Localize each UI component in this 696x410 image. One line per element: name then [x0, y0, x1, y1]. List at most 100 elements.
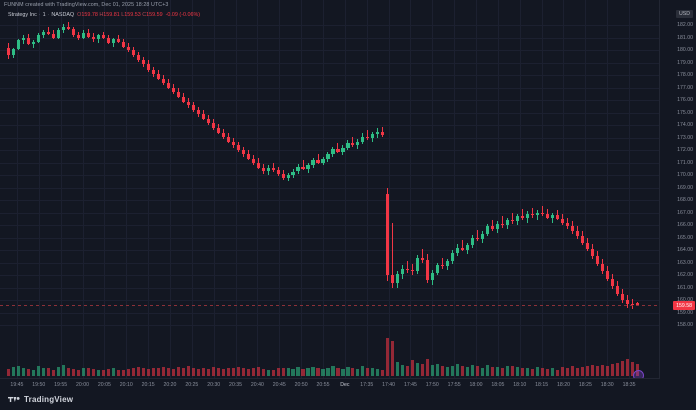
chart-grid [0, 0, 660, 378]
time-axis[interactable]: 19:45 19:50 19:55 20:00 20:05 20:10 20:15 20:20… [0, 378, 660, 392]
candle-body [191, 105, 195, 111]
price-axis-tick: 179.00 [677, 60, 693, 66]
candle-body [625, 300, 630, 304]
tradingview-brand[interactable]: TradingView [8, 395, 73, 404]
candle-body [236, 145, 240, 151]
candle-body [541, 212, 545, 214]
volume-bar [501, 368, 505, 376]
volume-bar [226, 367, 230, 376]
grid-line-vertical [39, 0, 40, 378]
candle-body [466, 245, 470, 251]
grid-line-horizontal [0, 138, 660, 139]
candle-body [101, 35, 105, 38]
candle-body [356, 141, 360, 146]
candle-body [586, 242, 590, 249]
time-axis-tick: 20:40 [250, 382, 264, 388]
candle-body [196, 110, 200, 115]
legend-sep-1: · [38, 12, 41, 18]
time-axis-tick: 20:55 [316, 382, 330, 388]
candle-wick [552, 212, 554, 223]
candle-body [11, 49, 16, 56]
volume-bar [496, 367, 500, 376]
grid-line-horizontal [0, 275, 660, 276]
candle-body [630, 303, 635, 306]
volume-bar [591, 364, 595, 376]
price-axis-tick: 174.00 [677, 122, 693, 128]
candle-body [56, 30, 60, 38]
candle-body [446, 261, 450, 267]
candle-body [176, 91, 180, 97]
grid-line-vertical [454, 0, 455, 378]
grid-line-horizontal [0, 125, 660, 126]
volume-bar [381, 369, 385, 376]
candle-body [501, 223, 505, 226]
volume-bar [521, 368, 525, 376]
candle-body [246, 154, 250, 160]
candle-body [221, 132, 225, 137]
volume-bar [291, 368, 295, 376]
time-axis-tick: 17:40 [382, 382, 396, 388]
price-axis-tick: 175.00 [677, 110, 693, 116]
volume-bar [91, 369, 95, 376]
candle-body [436, 265, 440, 273]
candle-wick [537, 210, 539, 221]
grid-line-vertical [607, 0, 608, 378]
grid-line-vertical [17, 0, 18, 378]
volume-bar [456, 364, 460, 376]
volume-bar [116, 369, 120, 376]
candle-body [546, 213, 550, 218]
grid-line-horizontal [0, 150, 660, 151]
volume-bar [266, 369, 270, 376]
candle-body [441, 265, 445, 267]
candle-body [166, 82, 170, 88]
symbol-legend[interactable]: Strategy Inc · 1 · NASDAQ O159.78 H159.81 L15… [8, 11, 200, 19]
candle-body [241, 150, 245, 155]
candle-body [416, 257, 420, 272]
grid-line-horizontal [0, 50, 660, 51]
volume-bar [121, 370, 125, 376]
price-axis-tick: 170.00 [677, 172, 693, 178]
candle-body [36, 35, 40, 42]
candle-body [31, 41, 35, 45]
price-axis-tick: 165.00 [677, 235, 693, 241]
price-axis-tick: 168.00 [677, 197, 693, 203]
grid-line-horizontal [0, 288, 660, 289]
candle-body [61, 26, 65, 31]
price-axis-tick: 182.00 [677, 22, 693, 28]
volume-bar [361, 366, 365, 376]
volume-bar [556, 369, 560, 376]
volume-bar [506, 366, 510, 376]
volume-bar [26, 369, 30, 376]
time-axis-tick: 20:20 [163, 382, 177, 388]
candle-body [461, 247, 465, 251]
volume-bar [586, 365, 590, 376]
candle-wick [367, 130, 369, 141]
volume-bar [6, 368, 11, 376]
time-axis-tick: 20:05 [97, 382, 111, 388]
volume-bar [276, 368, 280, 376]
candle-body [361, 136, 365, 142]
volume-bar [296, 367, 300, 376]
time-axis-tick: 18:30 [600, 382, 614, 388]
time-axis-tick: 20:00 [76, 382, 90, 388]
grid-line-vertical [104, 0, 105, 378]
grid-line-horizontal [0, 88, 660, 89]
volume-bar [451, 365, 455, 376]
candle-wick [67, 21, 69, 31]
chart-plot-area[interactable] [0, 0, 660, 378]
grid-line-vertical [367, 0, 368, 378]
price-axis[interactable]: USD 182.00 181.00 180.00 179.00 178.00 177.00… [659, 0, 696, 378]
candle-body [91, 36, 95, 40]
volume-bar [36, 366, 40, 376]
candle-body [511, 220, 515, 222]
candle-wick [272, 162, 274, 172]
legend-symbol[interactable]: Strategy Inc [8, 12, 37, 18]
volume-bar [321, 368, 325, 376]
tradingview-logo-icon [8, 396, 20, 403]
current-price-line [0, 305, 660, 306]
grid-line-vertical [476, 0, 477, 378]
legend-interval[interactable]: 1 [42, 12, 46, 18]
volume-bar [416, 362, 420, 376]
volume-bar [156, 368, 160, 376]
candle-body [51, 34, 55, 38]
